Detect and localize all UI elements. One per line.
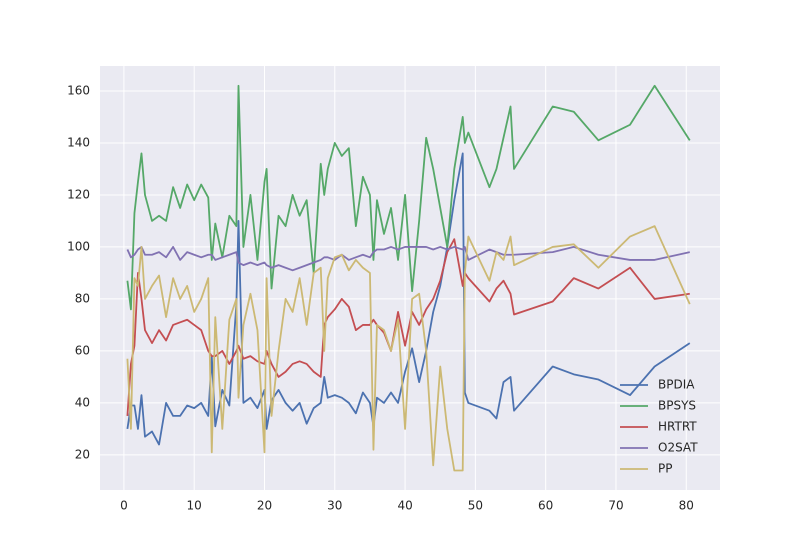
y-tick-label: 100 [67, 239, 90, 253]
legend-label: HRTRT [658, 420, 697, 434]
legend-label: BPSYS [658, 399, 696, 413]
x-tick-label: 60 [538, 499, 553, 513]
y-tick-label: 60 [75, 343, 90, 357]
x-tick-label: 40 [397, 499, 412, 513]
y-tick-label: 20 [75, 447, 90, 461]
x-tick-label: 80 [679, 499, 694, 513]
x-tick-label: 70 [608, 499, 623, 513]
series-line [126, 84, 691, 311]
x-tick-label: 0 [120, 499, 128, 513]
x-tick-label: 20 [257, 499, 272, 513]
y-tick-label: 120 [67, 187, 90, 201]
y-tick-label: 140 [67, 135, 90, 149]
x-tick-label: 50 [468, 499, 483, 513]
y-tick-label: 80 [75, 291, 90, 305]
series-line [126, 152, 691, 446]
legend-label: O2SAT [658, 441, 698, 455]
legend-label: BPDIA [658, 378, 695, 392]
series-line [126, 238, 690, 416]
x-tick-label: 30 [327, 499, 342, 513]
plot-background [100, 66, 720, 490]
x-tick-label: 10 [187, 499, 202, 513]
y-tick-label: 40 [75, 395, 90, 409]
legend-label: PP [658, 462, 672, 476]
y-tick-label: 160 [67, 83, 90, 97]
series-line [126, 225, 691, 472]
